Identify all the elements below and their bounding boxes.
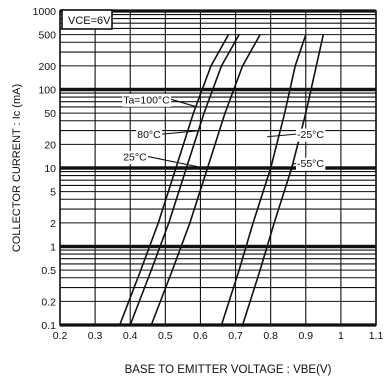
y-tick-label: 100 [38, 85, 56, 97]
series-annotation-label: 25°C [123, 152, 147, 164]
annotation-label-background [122, 151, 149, 165]
series-annotation-label: Ta=100°C [123, 94, 170, 106]
series-annotation-label: -55°C [297, 158, 324, 170]
y-tick-label: 1000 [33, 6, 57, 18]
x-tick-label: 0.2 [53, 330, 68, 342]
y-tick-label: 5 [50, 187, 56, 199]
x-tick-label: 0.9 [298, 330, 313, 342]
y-tick-label: 1 [50, 242, 56, 254]
series-line [129, 34, 240, 326]
series-line [118, 34, 230, 326]
y-tick-label: 500 [38, 30, 56, 42]
y-tick-label: 0.5 [41, 265, 56, 277]
annotation-leader-line [162, 129, 201, 135]
x-axis-label: BASE TO EMITTER VOLTAGE : VBE(V) [125, 364, 332, 376]
series-layer [118, 34, 325, 326]
x-tick-label: 0.7 [228, 330, 243, 342]
y-tick-label: 50 [44, 108, 56, 120]
x-tick-label: 0.5 [158, 330, 173, 342]
series-line [220, 34, 307, 326]
annotation-layer: Ta=100°C 80°C 25°C -25°C -55°C [122, 93, 326, 171]
y-tick-label: 20 [44, 139, 56, 151]
annotation-label-background [122, 93, 172, 107]
y-tick-label: 10 [44, 163, 56, 175]
x-tick-label: 1.1 [369, 330, 384, 342]
x-tick-label: 0.3 [88, 330, 103, 342]
annotation-label-background [296, 157, 326, 171]
x-tick-label: 0.6 [193, 330, 208, 342]
annotation-label-background [296, 128, 326, 142]
annotation-leader-line [267, 133, 297, 138]
plot-border [59, 10, 377, 326]
x-tick-label: 1 [338, 330, 344, 342]
series-annotation-label: 80°C [137, 129, 161, 141]
annotation-label-background [136, 128, 163, 142]
series-annotation-label: -25°C [297, 129, 324, 141]
y-tick-label: 0.2 [41, 296, 56, 308]
annotation-leader-line [291, 162, 297, 166]
series-line [241, 34, 325, 326]
x-tick-label: 0.4 [123, 330, 138, 342]
x-tick-label: 0.8 [263, 330, 278, 342]
condition-box: VCE=6V [61, 9, 113, 30]
plot-frame [59, 10, 377, 326]
series-line [150, 34, 261, 326]
grid-layer [59, 9, 377, 327]
annotation-leader-line [147, 155, 205, 169]
condition-label: VCE=6V [68, 15, 111, 27]
y-tick-label: 200 [38, 61, 56, 73]
y-axis-label: COLLECTOR CURRENT : Ic (mA) [11, 84, 23, 252]
y-tick-label: 0.1 [41, 320, 56, 332]
y-tick-label: 2 [50, 218, 56, 230]
annotation-leader-line [170, 98, 198, 108]
